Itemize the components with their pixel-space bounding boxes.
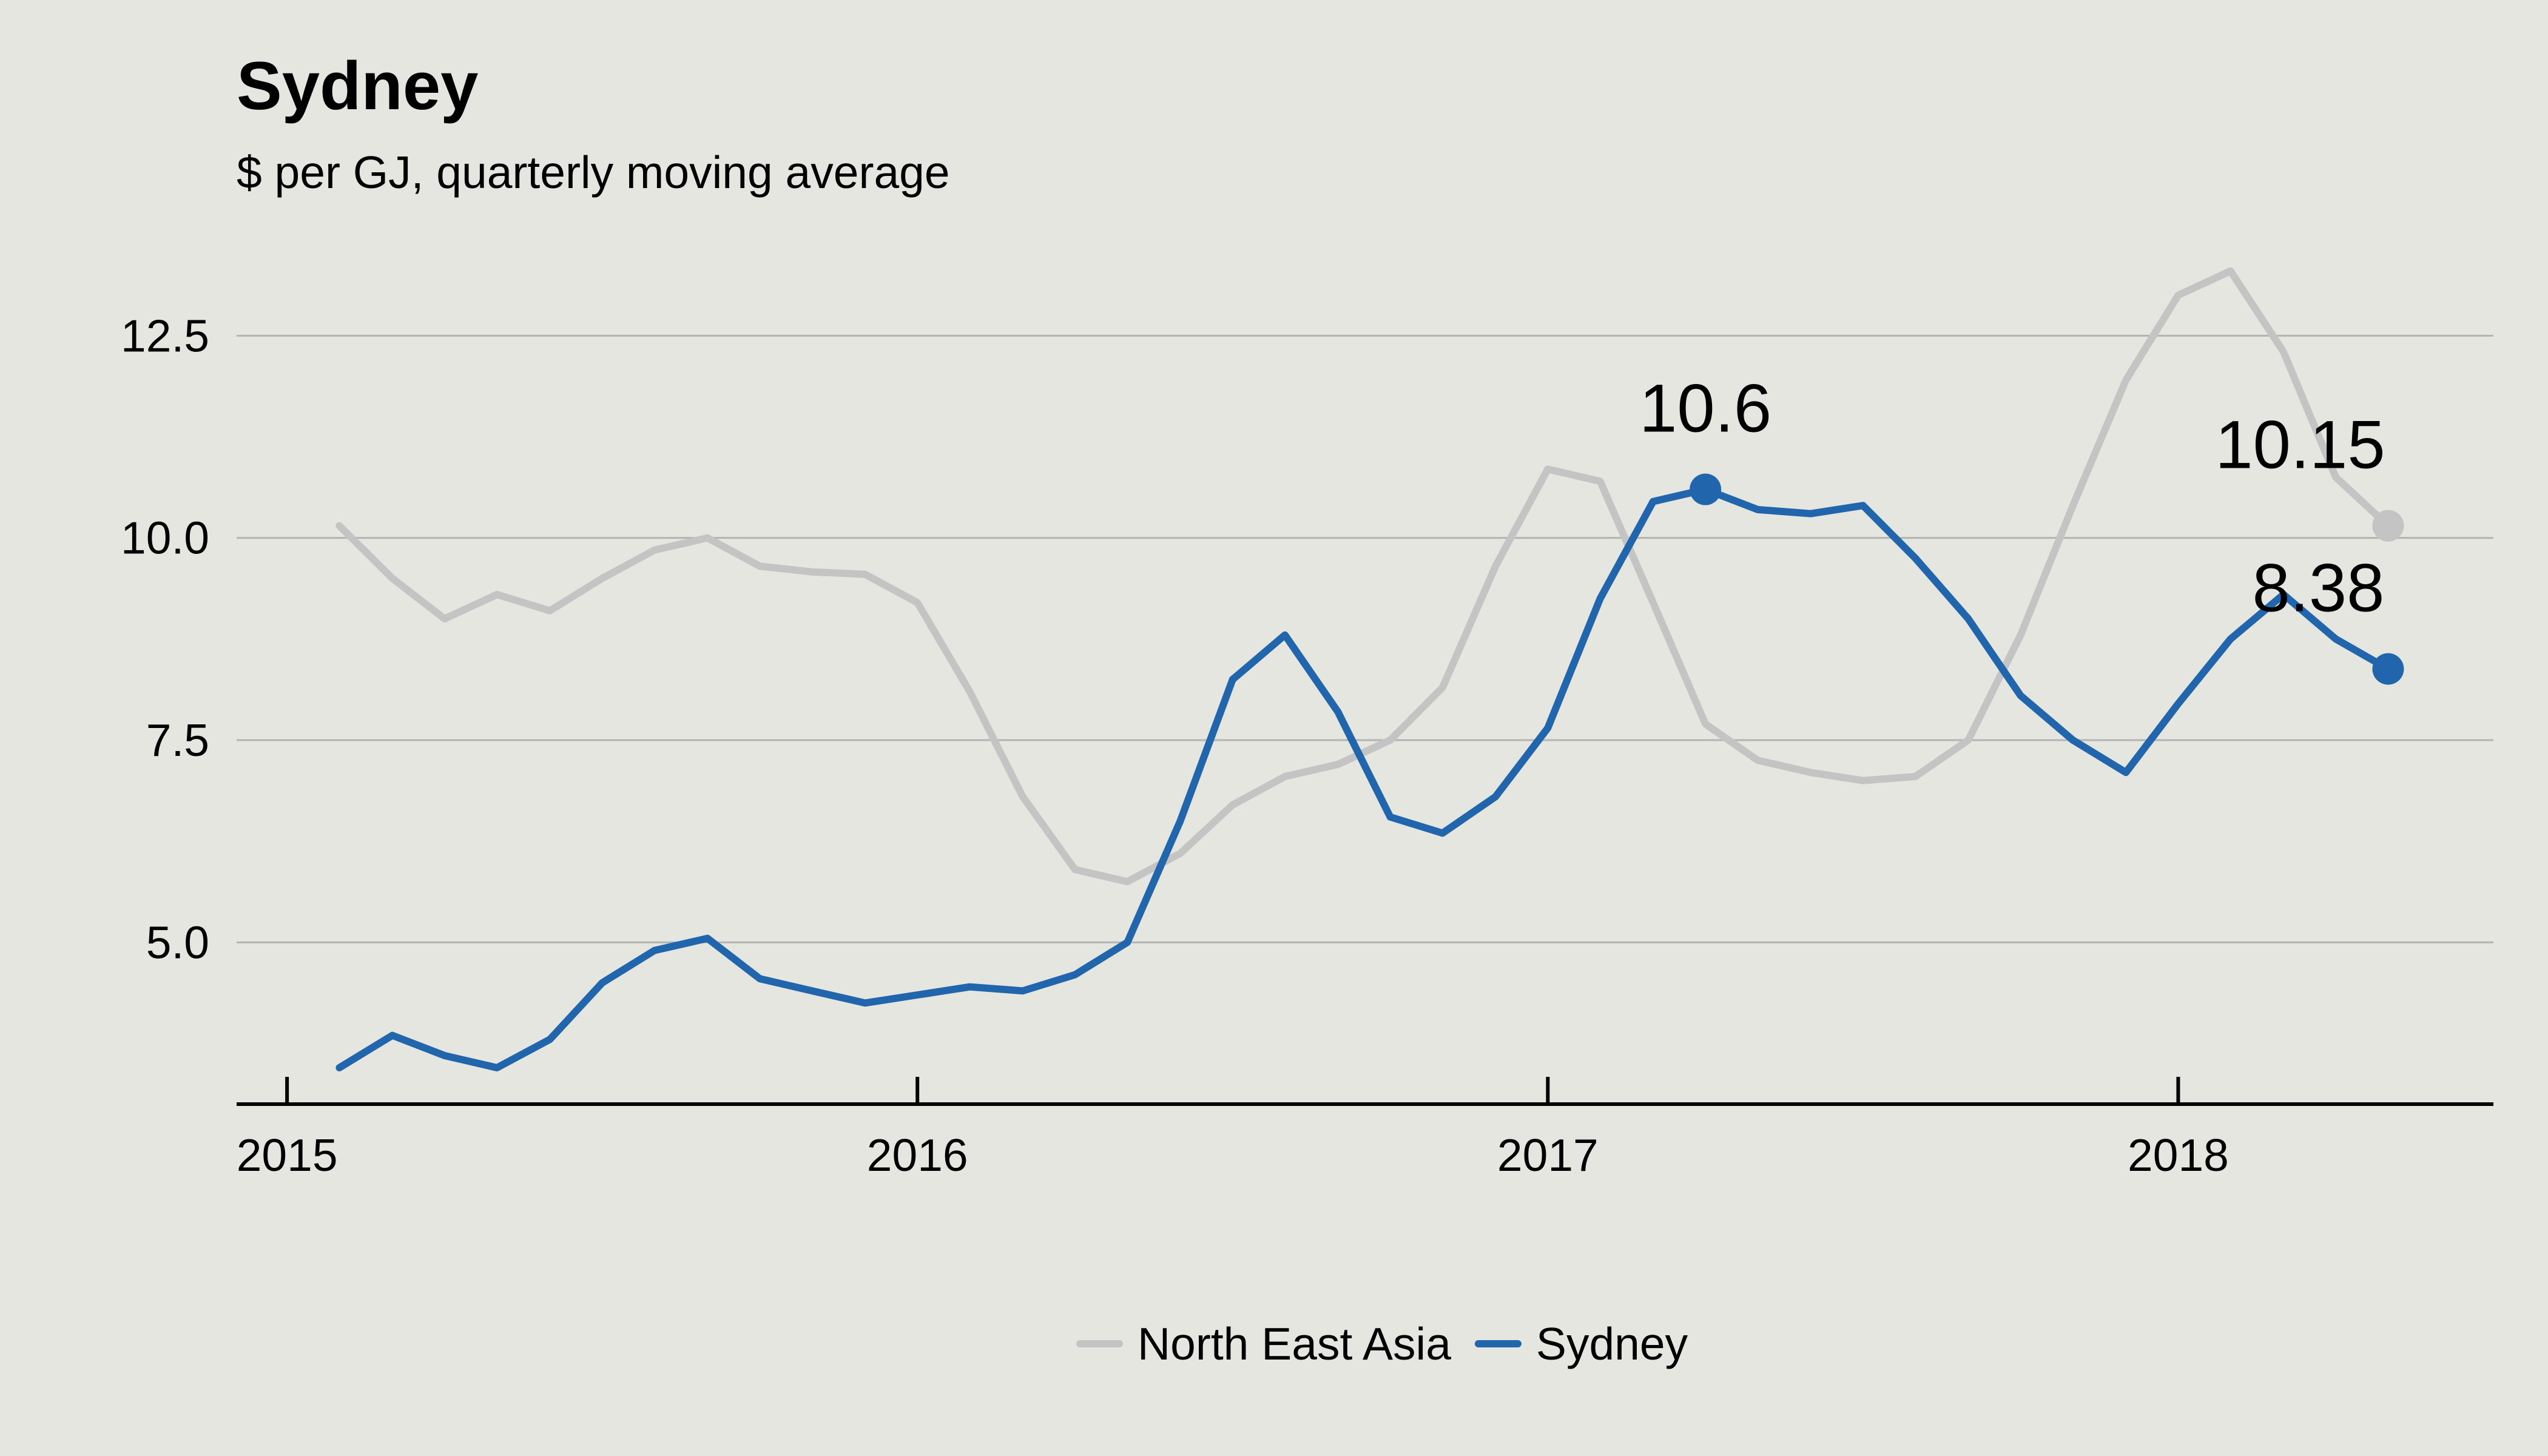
series-lines (335, 267, 2392, 1071)
legend-label: North East Asia (1138, 1318, 1451, 1369)
x-tick-label: 2016 (867, 1130, 968, 1181)
y-tick-label: 12.5 (121, 310, 209, 361)
point-annotations: 10.6 10.15 8.38 (1639, 371, 2404, 685)
x-tick-label: 2015 (237, 1130, 338, 1181)
legend-label: Sydney (1536, 1318, 1688, 1369)
legend: North East Asia Sydney (1076, 1318, 1688, 1369)
annotation-label: 10.15 (2215, 407, 2385, 483)
y-tick-label: 7.5 (146, 715, 209, 766)
series-line-north-east-asia (335, 267, 2392, 886)
x-tick-label: 2017 (1497, 1130, 1599, 1181)
annotation-marker (2372, 653, 2404, 685)
gridlines (237, 334, 2493, 943)
series-line-sydney (335, 485, 2392, 1071)
y-axis-ticks: 5.0 7.5 10.0 12.5 (121, 310, 209, 968)
annotation-label: 8.38 (2252, 550, 2384, 626)
x-axis-ticks: 2015 2016 2017 2018 (237, 1077, 2229, 1181)
x-tick-label: 2018 (2128, 1130, 2229, 1181)
annotation-marker (1690, 473, 1722, 505)
y-tick-label: 5.0 (146, 917, 209, 968)
chart-title: Sydney (237, 48, 478, 124)
chart-subtitle: $ per GJ, quarterly moving average (237, 147, 950, 198)
y-tick-label: 10.0 (121, 513, 209, 564)
annotation-label: 10.6 (1639, 371, 1771, 447)
annotation-marker (2372, 510, 2404, 542)
